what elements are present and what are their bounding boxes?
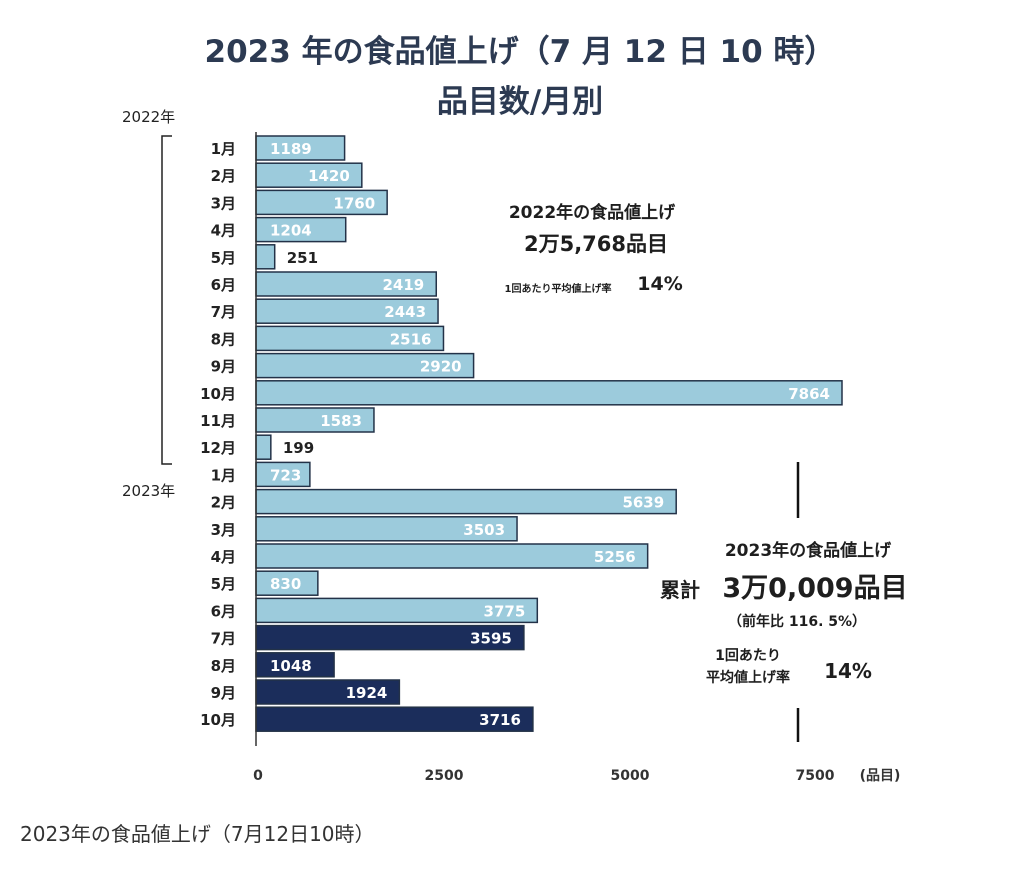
x-tick-2500: 2500 xyxy=(425,768,464,784)
value-label: 1760 xyxy=(333,194,375,212)
month-label: 8月 xyxy=(211,330,236,348)
bar-2023年-5月 xyxy=(255,570,319,596)
bar-2022年-8月 xyxy=(255,325,445,352)
x-tick-0: 0 xyxy=(253,768,263,784)
value-label: 3716 xyxy=(479,711,521,729)
month-label: 11月 xyxy=(200,412,236,430)
bar-2023年-3月 xyxy=(255,516,518,542)
note-2023-count: 3万0,009品目 xyxy=(722,573,907,604)
month-label: 2月 xyxy=(211,167,236,185)
bar-2022年-6月 xyxy=(255,271,438,297)
month-label: 6月 xyxy=(211,276,236,294)
bar-2023年-2月 xyxy=(255,488,677,515)
month-label: 7月 xyxy=(211,630,236,648)
bar-2022年-10月 xyxy=(255,380,843,406)
value-label: 3775 xyxy=(484,602,526,620)
bar-2023年-4月 xyxy=(255,543,649,569)
note-2023-rate-label-1: 1回あたり xyxy=(715,648,781,664)
value-label: 830 xyxy=(270,575,301,593)
bar-2022年-12月 xyxy=(255,434,272,460)
value-label: 1048 xyxy=(270,657,312,675)
value-label: 251 xyxy=(287,249,318,267)
value-label: 1189 xyxy=(270,140,312,158)
note-2023-title: 2023年の食品値上げ xyxy=(725,540,892,561)
note-2023-yoy: （前年比 116. 5%） xyxy=(728,613,866,630)
month-label: 1月 xyxy=(211,466,236,484)
month-label: 4月 xyxy=(211,548,236,566)
value-label: 3503 xyxy=(463,521,505,539)
bar-chart: 2023 年の食品値上げ（7 月 12 日 10 時） 品目数/月別 2022年… xyxy=(122,34,908,784)
x-unit-label: (品目) xyxy=(860,768,901,784)
x-tick-5000: 5000 xyxy=(611,768,650,784)
month-label: 7月 xyxy=(211,303,236,321)
month-label: 8月 xyxy=(211,657,236,675)
note-2023-rate-value: 14% xyxy=(824,659,872,683)
value-label: 3595 xyxy=(470,630,512,648)
note-2022-rate-label: 1回あたり平均値上げ率 xyxy=(505,282,612,295)
month-label: 9月 xyxy=(211,358,236,376)
year-label-2023: 2023年 xyxy=(122,482,175,500)
chart-title-line2: 品目数/月別 xyxy=(437,84,603,120)
month-label: 3月 xyxy=(211,194,236,212)
year-bracket-2022 xyxy=(161,135,172,465)
year-label-2022: 2022年 xyxy=(122,108,175,126)
month-label: 2月 xyxy=(211,494,236,512)
note-2022-title: 2022年の食品値上げ xyxy=(509,202,676,223)
x-tick-7500: 7500 xyxy=(796,768,835,784)
month-label: 6月 xyxy=(211,602,236,620)
image-caption: 2023年の食品値上げ（7月12日10時） xyxy=(20,822,375,846)
value-label: 1924 xyxy=(346,684,388,702)
bar-2022年-4月 xyxy=(255,216,347,243)
bar-2022年-2月 xyxy=(255,162,363,188)
month-label: 5月 xyxy=(211,575,236,593)
value-label: 199 xyxy=(283,439,314,457)
bars-layer: 1月 1189 2月 1420 3月 1760 4月 1204 5月 251 6月 2419 7月 244… xyxy=(200,135,843,732)
month-label: 1月 xyxy=(211,140,236,158)
value-label: 1583 xyxy=(320,412,362,430)
month-label: 10月 xyxy=(200,711,236,729)
month-label: 9月 xyxy=(211,684,236,702)
value-label: 5639 xyxy=(622,494,664,512)
note-2022-rate-value: 14% xyxy=(637,273,682,295)
note-2022-count: 2万5,768品目 xyxy=(524,232,668,256)
value-label: 7864 xyxy=(788,385,830,403)
month-label: 3月 xyxy=(211,521,236,539)
note-2023-count-prefix: 累計 xyxy=(660,578,700,602)
bar-2022年-5月 xyxy=(255,244,276,270)
month-label: 5月 xyxy=(211,249,236,267)
bar-2023年-6月 xyxy=(255,597,539,624)
value-label: 1204 xyxy=(270,222,312,240)
value-label: 1420 xyxy=(308,167,350,185)
value-label: 2920 xyxy=(420,358,462,376)
chart-title-line1: 2023 年の食品値上げ（7 月 12 日 10 時） xyxy=(205,34,836,70)
month-label: 4月 xyxy=(211,222,236,240)
month-label: 10月 xyxy=(200,385,236,403)
month-label: 12月 xyxy=(200,439,236,457)
value-label: 2443 xyxy=(384,303,426,321)
bar-2023年-7月 xyxy=(255,624,525,651)
value-label: 723 xyxy=(270,466,301,484)
note-2023-rate-label-2: 平均値上げ率 xyxy=(706,669,790,686)
bar-2022年-3月 xyxy=(255,189,388,216)
value-label: 2419 xyxy=(383,276,425,294)
value-label: 2516 xyxy=(390,330,432,348)
value-label: 5256 xyxy=(594,548,636,566)
